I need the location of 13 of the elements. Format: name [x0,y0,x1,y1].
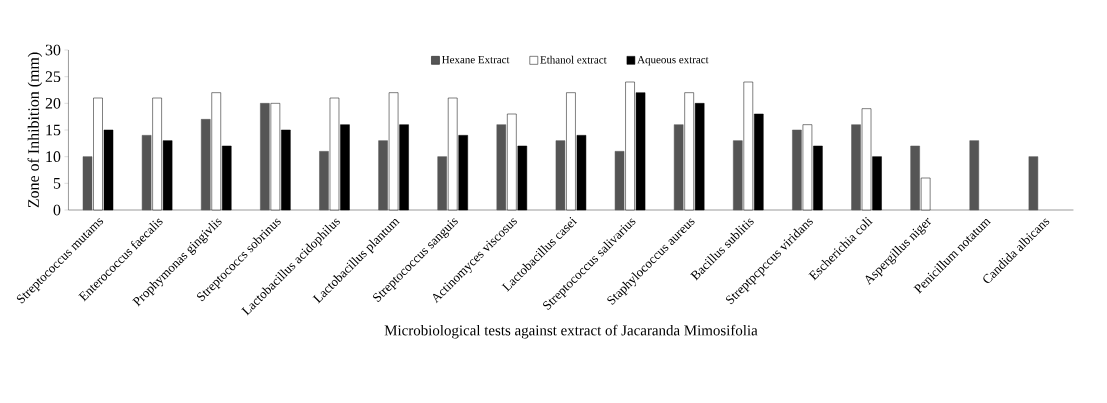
legend-label: Hexane Extract [442,56,510,64]
y-tick-label: 15 [46,124,61,136]
y-tick-label: 5 [53,178,61,189]
x-axis-title: Microbiological tests against extract of Jacaranda Mimosifolia [384,324,758,339]
y-tick-label: 30 [45,44,61,56]
y-axis-title: Zone of Inhibition (mm) [27,52,43,208]
y-tick-label: 0 [53,204,61,216]
legend-label: Aqueous extract [637,55,709,66]
bar [920,177,931,211]
y-tick-label: 10 [46,151,61,163]
legend-label: Ethanol extract [540,55,607,64]
y-tick-label: 25 [45,71,61,83]
y-tick-label: 20 [45,97,61,109]
